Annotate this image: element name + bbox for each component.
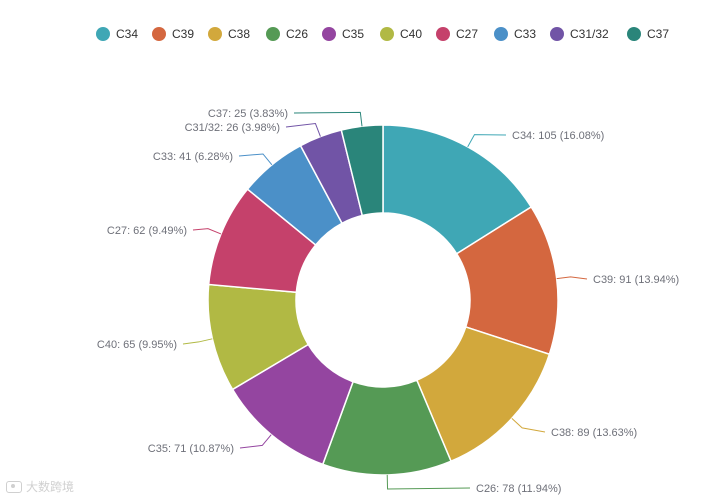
legend-item-c27[interactable]: C27 xyxy=(436,27,478,41)
slice-label-c26: C26: 78 (11.94%) xyxy=(476,483,561,495)
leader-line xyxy=(511,418,546,433)
legend-item-c38[interactable]: C38 xyxy=(208,27,250,41)
legend-label: C37 xyxy=(647,27,669,41)
slice-c37[interactable] xyxy=(340,124,384,217)
slice-label-c34: C34: 105 (16.08%) xyxy=(512,130,604,142)
leader-line xyxy=(467,134,507,148)
legend-item-c37[interactable]: C37 xyxy=(627,27,669,41)
legend-label: C31/32 xyxy=(570,27,609,41)
legend-label: C39 xyxy=(172,27,194,41)
legend-swatch xyxy=(208,27,222,41)
leader-line xyxy=(386,474,471,490)
legend-swatch xyxy=(152,27,166,41)
slice-label-c40: C40: 65 (9.95%) xyxy=(97,339,177,351)
legend-swatch xyxy=(96,27,110,41)
watermark-logo-icon xyxy=(6,480,22,493)
legend-label: C38 xyxy=(228,27,250,41)
legend-label: C33 xyxy=(514,27,536,41)
slice-label-c37: C37: 25 (3.83%) xyxy=(208,108,288,120)
slice-label-c39: C39: 91 (13.94%) xyxy=(593,274,679,286)
legend-item-c35[interactable]: C35 xyxy=(322,27,364,41)
slice-c34[interactable] xyxy=(382,124,533,255)
slice-label-c33: C33: 41 (6.28%) xyxy=(153,151,233,163)
legend-label: C26 xyxy=(286,27,308,41)
legend-swatch xyxy=(322,27,336,41)
leader-line xyxy=(192,228,222,235)
legend-swatch xyxy=(494,27,508,41)
legend-swatch xyxy=(627,27,641,41)
slice-label-c38: C38: 89 (13.63%) xyxy=(551,427,637,439)
slice-labels: C34: 105 (16.08%) C39: 91 (13.94%) C38: 89… xyxy=(97,108,679,495)
leader-line xyxy=(182,338,213,345)
donut-slices xyxy=(207,124,559,476)
legend-swatch xyxy=(436,27,450,41)
slice-label-c31-32: C31/32: 26 (3.98%) xyxy=(185,122,280,134)
label-leader-lines xyxy=(182,111,588,490)
legend-label: C27 xyxy=(456,27,478,41)
chart-legend: C34 C39 C38 C26 C35 C40 C27 C33 C31/32 C37 xyxy=(96,27,669,41)
legend-item-c33[interactable]: C33 xyxy=(494,27,536,41)
legend-label: C35 xyxy=(342,27,364,41)
leader-line xyxy=(285,122,321,137)
legend-item-c31-32[interactable]: C31/32 xyxy=(550,27,609,41)
legend-label: C40 xyxy=(400,27,422,41)
watermark: 大数跨境 xyxy=(6,478,74,495)
legend-item-c34[interactable]: C34 xyxy=(96,27,138,41)
leader-line xyxy=(293,111,363,127)
leader-line xyxy=(239,434,272,449)
legend-swatch xyxy=(380,27,394,41)
legend-swatch xyxy=(550,27,564,41)
watermark-text: 大数跨境 xyxy=(26,480,75,494)
leader-line xyxy=(556,276,588,280)
legend-item-c40[interactable]: C40 xyxy=(380,27,422,41)
legend-swatch xyxy=(266,27,280,41)
slice-label-c35: C35: 71 (10.87%) xyxy=(148,443,234,455)
leader-line xyxy=(238,153,273,166)
legend-label: C34 xyxy=(116,27,138,41)
slice-label-c27: C27: 62 (9.49%) xyxy=(107,225,187,237)
legend-item-c39[interactable]: C39 xyxy=(152,27,194,41)
legend-item-c26[interactable]: C26 xyxy=(266,27,308,41)
